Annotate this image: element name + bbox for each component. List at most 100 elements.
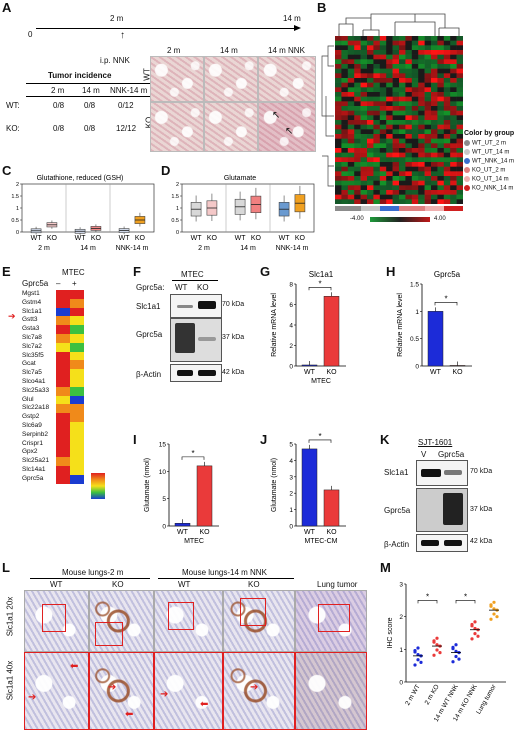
heatmap-cell <box>437 45 445 51</box>
heatmap-cell <box>443 50 451 55</box>
heatmap-cell <box>431 138 438 144</box>
heatmap-cell <box>424 171 432 177</box>
heatmap-cell <box>437 148 445 153</box>
heatmap-cell <box>367 96 374 102</box>
heatmap-cell <box>360 120 368 125</box>
table-col-2: 14 m <box>82 86 100 95</box>
significance-star: * <box>318 279 321 288</box>
gene-label: Serpinb2 <box>22 430 49 438</box>
heatmap-cell <box>354 78 361 83</box>
significance-star: * <box>444 294 447 303</box>
heatmap-cell <box>386 138 393 144</box>
heatmap-cell <box>379 157 387 163</box>
panel-f-col-label: Gprc5a: <box>136 283 165 292</box>
heatmap-cell <box>437 199 445 204</box>
heatmap-cell <box>360 96 368 102</box>
heatmap-cell <box>411 166 419 172</box>
heatmap-cell <box>373 50 381 55</box>
gene-label: Slc22a18 <box>22 404 50 412</box>
group-strip-cell <box>411 206 419 211</box>
heatmap-cell <box>418 115 425 121</box>
heatmap-cell <box>411 115 419 121</box>
group-strip-cell <box>392 206 399 211</box>
blot-row-label: Slc1a1 <box>384 468 409 477</box>
heatmap-cell <box>450 143 457 149</box>
heatmap-cell <box>386 36 393 41</box>
zoom-box <box>318 604 350 632</box>
heatmap-cell <box>347 110 355 116</box>
heatmap-cell <box>373 185 381 191</box>
gene-label: Gpx2 <box>22 448 38 456</box>
heatmap-cell <box>379 124 387 130</box>
heatmap-cell <box>405 59 413 65</box>
l-head-3: Lung tumor <box>317 580 358 589</box>
heatmap-cell <box>347 96 355 102</box>
heatmap-cell <box>424 176 432 181</box>
heatmap-cell <box>418 143 425 149</box>
heatmap-cell <box>354 115 361 121</box>
x-tick-label: WT <box>304 369 316 376</box>
heatmap-cell <box>456 101 463 107</box>
gene-heat-cell <box>70 360 84 370</box>
heatmap-cell <box>354 148 361 153</box>
heatmap-cell <box>418 190 425 195</box>
x-axis-label: MTEC-CM <box>304 538 337 545</box>
chart-h: Gprc5a 0 0.5 1 1.5 Relative mRNA level WT KO * <box>397 270 472 376</box>
heatmap-cell <box>450 180 457 186</box>
heatmap-cell <box>443 194 451 200</box>
gene-heat-cell <box>70 457 84 466</box>
blot-row-label: β-Actin <box>136 370 162 379</box>
heatmap-cell <box>411 78 419 83</box>
heatmap-cell <box>367 45 374 51</box>
group-color-strip <box>335 206 463 211</box>
heatmap-cell <box>386 190 393 195</box>
heatmap-cell <box>386 82 393 88</box>
heatmap-cell <box>456 129 463 135</box>
gene-label: Gstm4 <box>22 298 42 306</box>
data-point <box>495 615 499 619</box>
gene-label: Glul <box>22 395 34 403</box>
heatmap-cell <box>360 190 368 195</box>
heatmap-cell <box>335 92 342 97</box>
heatmap-cell <box>424 78 432 83</box>
heatmap-cell <box>360 40 368 46</box>
heatmap-cell <box>341 120 349 125</box>
heatmap-cell <box>437 78 445 83</box>
data-point <box>454 643 458 647</box>
heatmap-cell <box>341 185 349 191</box>
heatmap-cell <box>450 40 457 46</box>
heatmap-cell <box>392 78 400 83</box>
gene-label: Slc6a9 <box>22 422 42 429</box>
heatmap-cell <box>386 68 393 74</box>
heatmap-cell <box>443 92 451 97</box>
heatmap-cell <box>443 64 451 69</box>
histology-image <box>204 56 258 102</box>
scale-min: -4.00 <box>350 216 364 222</box>
heatmap-cell <box>399 143 406 149</box>
heatmap-cell <box>341 68 349 74</box>
heatmap-cell <box>405 180 413 186</box>
heatmap-cell <box>431 152 438 158</box>
heatmap-cell <box>347 129 355 135</box>
panel-label-a: A <box>2 0 12 15</box>
heatmap-cell <box>379 190 387 195</box>
heatmap-cell <box>386 143 393 149</box>
heatmap-cell <box>367 185 374 191</box>
gene-label: Slc7a2 <box>22 342 42 350</box>
heatmap-cell <box>418 45 425 51</box>
heatmap-cell <box>341 152 349 158</box>
heatmap-cell <box>347 106 355 111</box>
panel-label-m: M <box>380 560 391 575</box>
heatmap-cell <box>367 134 374 139</box>
heatmap-cell <box>411 124 419 130</box>
heatmap-cell <box>411 110 419 116</box>
heatmap-cell <box>431 185 438 191</box>
heatmap-cell <box>373 176 381 181</box>
gene-heat-cell <box>56 404 70 414</box>
heatmap-cell <box>437 143 445 149</box>
heatmap-cell <box>431 96 438 102</box>
legend-label: KO_NNK_14 m <box>472 185 514 192</box>
heatmap-cell <box>347 45 355 51</box>
blot-row-label: β-Actin <box>384 540 410 549</box>
gene-heat-cell <box>56 342 70 352</box>
